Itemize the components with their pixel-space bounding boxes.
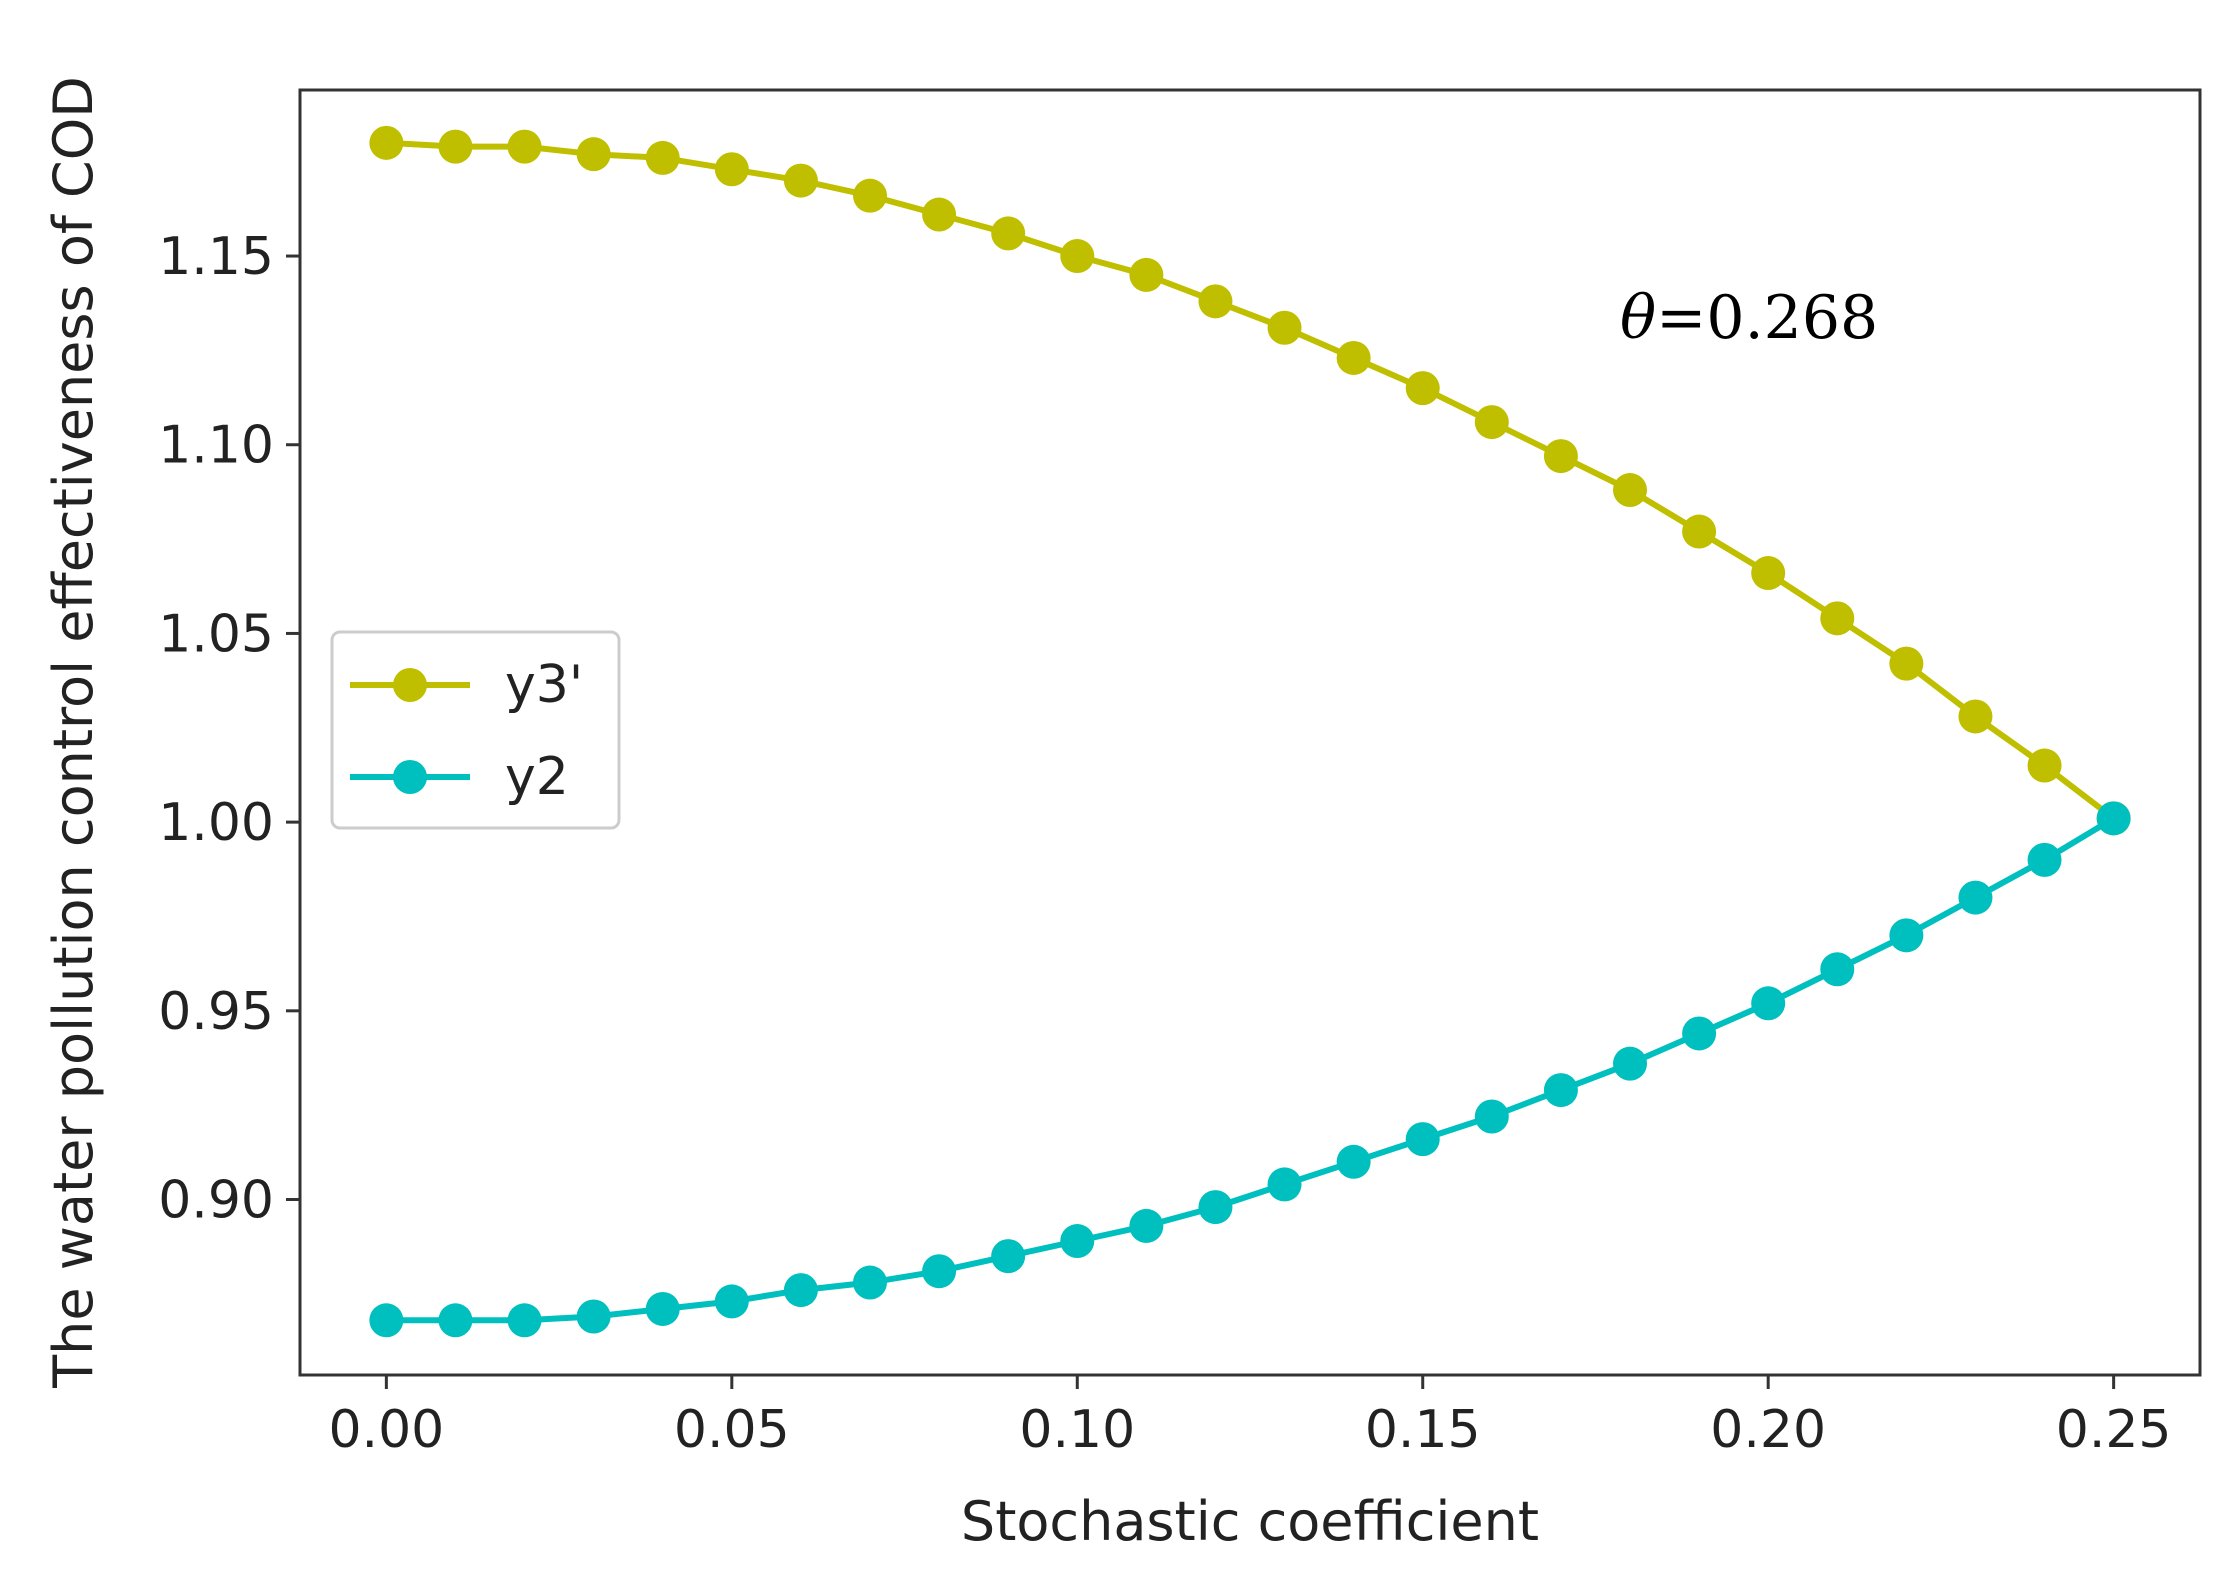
data-point [922, 1254, 957, 1289]
data-point [1751, 556, 1786, 591]
data-point [1820, 952, 1855, 987]
data-point [1889, 646, 1924, 681]
data-point [1336, 340, 1371, 375]
data-point [1543, 1073, 1578, 1108]
y-tick-label: 1.10 [158, 416, 274, 476]
legend-label-y2: y2 [505, 747, 569, 807]
y-tick-label: 1.00 [158, 793, 274, 853]
data-point [438, 129, 473, 164]
y-tick-label: 1.05 [158, 604, 274, 664]
data-point [1958, 699, 1993, 734]
data-point [2027, 842, 2062, 877]
data-point [783, 1273, 818, 1308]
data-point [1682, 1016, 1717, 1051]
data-point [645, 1291, 680, 1326]
legend-label-y3: y3' [505, 655, 583, 715]
data-point [1474, 1099, 1509, 1134]
x-tick-label: 0.20 [1710, 1400, 1826, 1460]
plot-frame [298, 88, 2202, 1377]
y-tick-label: 0.90 [158, 1171, 274, 1231]
data-point [1474, 405, 1509, 440]
y-tick-label: 1.15 [158, 227, 274, 287]
data-point [1060, 1224, 1095, 1259]
data-point [991, 216, 1026, 251]
data-point [1820, 601, 1855, 636]
data-point [2096, 801, 2131, 836]
legend: y3' y2 [330, 630, 621, 830]
theta-symbol: θ [1620, 283, 1656, 353]
data-point [1613, 1046, 1647, 1081]
data-point [1336, 1144, 1371, 1179]
data-point [1267, 1167, 1302, 1202]
data-point [783, 163, 818, 198]
data-point [1198, 1190, 1233, 1225]
y-axis-ticks: 0.90 0.95 1.00 1.05 1.10 1.15 [158, 227, 300, 1231]
data-point [1405, 1122, 1440, 1157]
legend-marker-y2 [393, 760, 427, 794]
data-point [507, 1303, 542, 1338]
data-point [1405, 371, 1440, 406]
series-layer [369, 125, 2131, 1338]
data-point [1267, 310, 1302, 345]
x-tick-label: 0.25 [2056, 1400, 2172, 1460]
legend-marker-y3 [393, 668, 427, 702]
data-point [853, 178, 887, 213]
data-point [853, 1265, 887, 1300]
legend-entry-y3: y3' [350, 655, 583, 715]
data-point [1129, 257, 1164, 292]
data-point [2027, 748, 2062, 783]
data-point [1543, 439, 1578, 474]
theta-annotation: θ=0.268 [1620, 283, 1878, 353]
x-tick-label: 0.05 [674, 1400, 790, 1460]
data-point [1958, 880, 1993, 915]
x-axis-label: Stochastic coefficient [961, 1490, 1539, 1553]
x-axis-ticks: 0.00 0.05 0.10 0.15 0.20 0.25 [328, 1375, 2172, 1460]
data-point [1889, 918, 1924, 953]
data-point [369, 1303, 404, 1338]
data-point [576, 1299, 611, 1334]
x-tick-label: 0.15 [1365, 1400, 1481, 1460]
data-point [1751, 986, 1786, 1021]
data-point [1060, 239, 1095, 274]
y-axis-label: The water pollution control effectivenes… [42, 76, 105, 1389]
theta-value: =0.268 [1656, 283, 1878, 353]
data-point [1129, 1208, 1164, 1243]
legend-entry-y2: y2 [350, 747, 569, 807]
x-tick-label: 0.00 [328, 1400, 444, 1460]
data-point [714, 1284, 749, 1319]
data-point [438, 1303, 473, 1338]
x-tick-label: 0.10 [1019, 1400, 1135, 1460]
data-point [922, 197, 957, 232]
data-point [991, 1239, 1026, 1274]
y-tick-label: 0.95 [158, 982, 274, 1042]
data-point [1682, 514, 1717, 549]
data-point [1613, 473, 1647, 508]
data-point [369, 125, 404, 160]
data-point [576, 137, 611, 172]
data-point [645, 140, 680, 175]
data-point [507, 129, 542, 164]
data-point [714, 152, 749, 187]
data-point [1198, 284, 1233, 319]
